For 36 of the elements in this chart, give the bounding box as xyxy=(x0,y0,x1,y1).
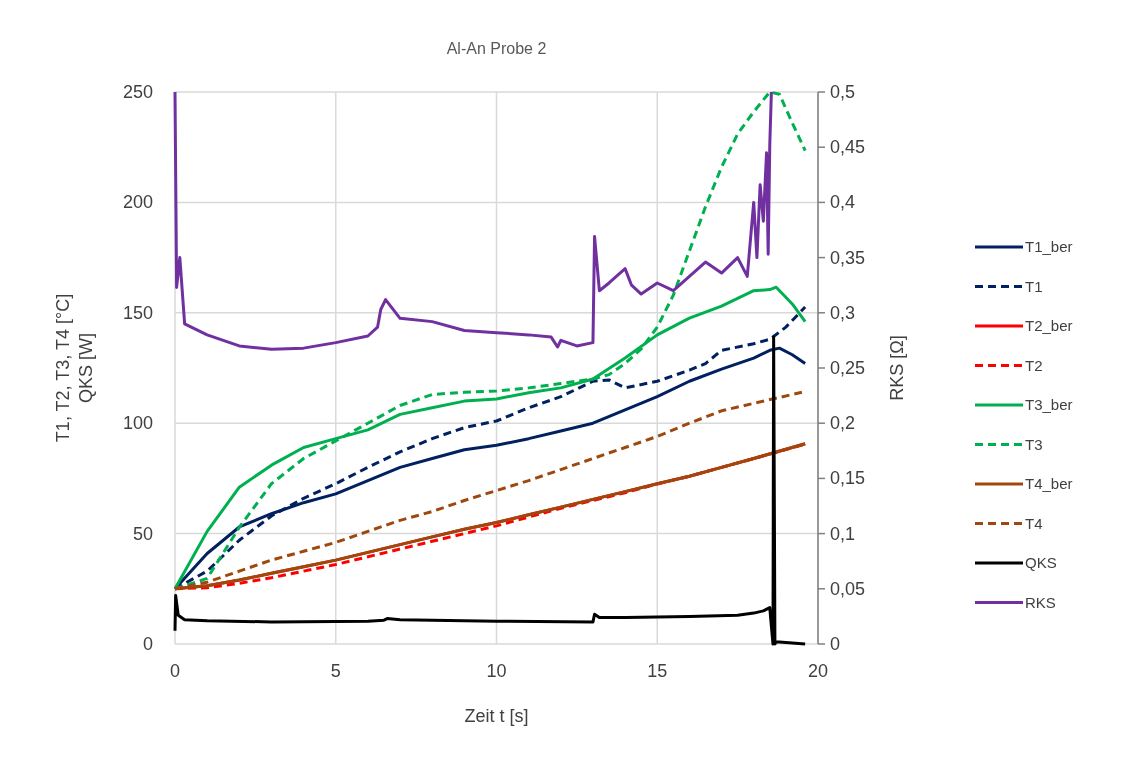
x-tick-label: 10 xyxy=(486,661,507,681)
x-tick-label: 20 xyxy=(807,661,829,681)
y2-tick-label: 0,4 xyxy=(830,192,856,213)
y2-tick-label: 0,1 xyxy=(830,523,856,544)
y2-tick-label: 0,15 xyxy=(830,468,866,489)
y2-tick-label: 0,3 xyxy=(830,302,856,323)
y-tick-label: 0 xyxy=(142,634,153,654)
legend-label: T1 xyxy=(1025,277,1043,295)
y-tick-label: 150 xyxy=(122,302,153,323)
x-axis-title: Zeit t [s] xyxy=(464,706,529,726)
y-tick-label: 50 xyxy=(132,523,153,544)
x-tick-label: 15 xyxy=(647,661,668,681)
x-tick-label: 0 xyxy=(169,661,181,681)
y2-tick-label: 0,35 xyxy=(830,247,866,268)
chart-title: Al-An Probe 2 xyxy=(446,40,547,57)
legend-label: T3_ber xyxy=(1025,396,1073,413)
legend-label: QKS xyxy=(1025,554,1057,571)
legend-label: T2_ber xyxy=(1025,317,1073,334)
y2-tick-label: 0 xyxy=(830,634,841,654)
y2-tick-label: 0,5 xyxy=(830,82,856,102)
y2-axis-title: RKS [Ω] xyxy=(887,335,907,401)
legend-label: T2 xyxy=(1025,356,1043,374)
y-tick-label: 200 xyxy=(122,192,153,213)
y-axis-title: T1, T2, T3, T4 [°C] QKS [W] xyxy=(53,293,96,443)
y2-tick-label: 0,05 xyxy=(830,578,866,599)
y-tick-label: 250 xyxy=(122,82,153,102)
legend-label: T3 xyxy=(1025,435,1043,453)
y2-tick-label: 0,2 xyxy=(830,413,856,434)
legend-label: T1_ber xyxy=(1025,238,1073,255)
y-tick-label: 100 xyxy=(122,413,153,434)
legend-label: RKS xyxy=(1025,593,1056,611)
x-tick-label: 5 xyxy=(330,661,341,681)
y2-tick-label: 0,45 xyxy=(830,137,866,158)
legend-label: T4 xyxy=(1025,514,1043,532)
y2-tick-label: 0,25 xyxy=(830,358,866,378)
legend-label: T4_ber xyxy=(1025,475,1073,492)
